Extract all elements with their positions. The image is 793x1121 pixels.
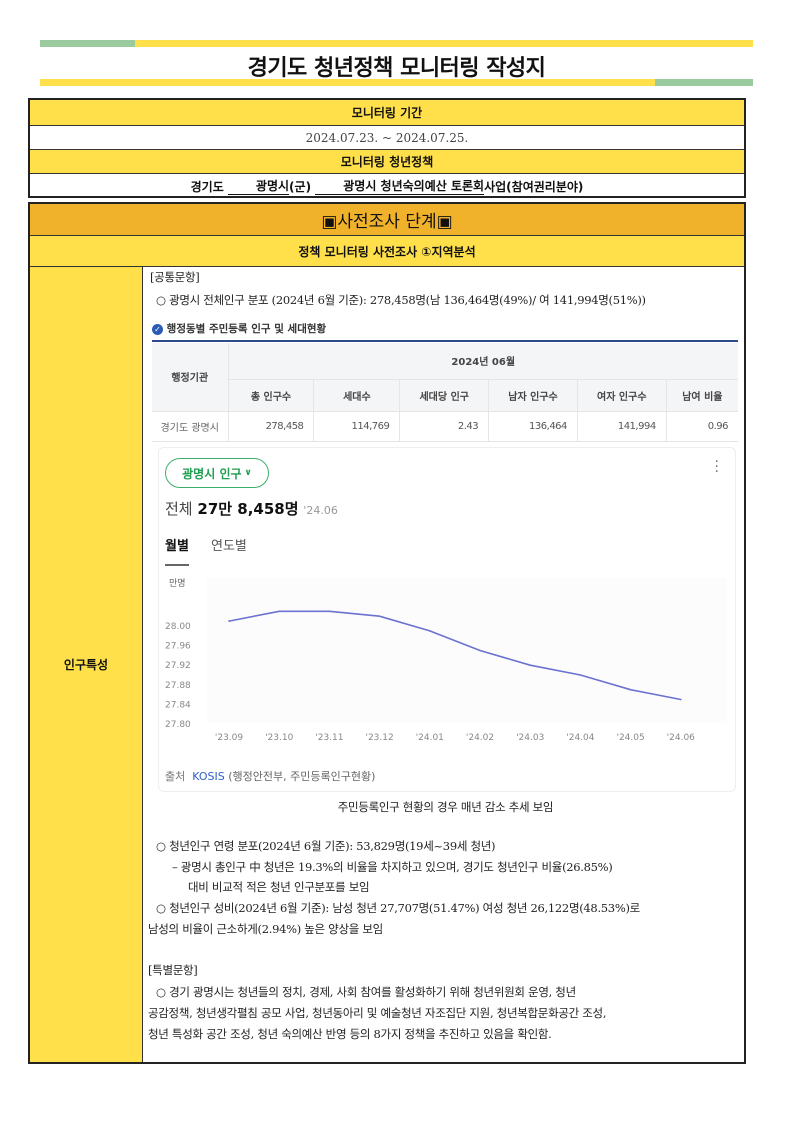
title-bar-top-yellow [135, 40, 753, 47]
y-tick-label: 27.96 [165, 642, 191, 652]
col-header: 남자 인구수 [488, 379, 578, 412]
city-suffix: (군) [289, 179, 312, 194]
col-header: 세대당 인구 [399, 379, 489, 412]
data-point [228, 620, 230, 622]
youth-line: – 광명시 총인구 中 청년은 19.3%의 비율을 차지하고 있으며, 경기도… [172, 860, 613, 874]
x-tick-label: '23.10 [265, 733, 294, 743]
population-widget: 광명시 인구 ∨ · · · 전체 27만 8,458명 '24.06 월별 연도별 … [158, 447, 736, 792]
cell: 136,464 [488, 411, 578, 442]
population-series-line [228, 610, 681, 701]
data-point [378, 615, 381, 617]
x-tick-label: '24.01 [416, 733, 444, 743]
col-header: 총 인구수 [227, 379, 314, 412]
source: 출처 KOSIS (행정안전부, 주민등록인구현황) [165, 768, 375, 784]
policy-suffix: 사업(참여권리분야) [484, 179, 584, 194]
cell: 114,769 [313, 411, 400, 442]
youth-line: 대비 비교적 적은 청년 인구분포를 보임 [188, 880, 370, 894]
y-tick-label: 28.00 [165, 622, 191, 632]
source-detail: (행정안전부, 주민등록인구현황) [228, 770, 376, 783]
x-tick-label: '24.06 [667, 733, 696, 743]
data-point [429, 630, 431, 632]
check-icon: ✓ [152, 324, 163, 335]
total-value: 27만 8,458명 [197, 500, 299, 518]
x-tick-label: '24.05 [616, 733, 644, 743]
x-tick-label: '24.02 [466, 733, 494, 743]
x-tick-label: '24.03 [516, 733, 544, 743]
period-header: 2024년 06월 [227, 343, 738, 380]
y-tick-label: 27.92 [165, 661, 191, 671]
org-header: 행정기관 [152, 343, 228, 412]
title-bar-top-green [40, 40, 135, 47]
x-tick-label: '23.12 [365, 733, 393, 743]
row-name: 경기도 광명시 [152, 411, 228, 442]
selector-label: 광명시 인구 [182, 466, 242, 481]
source-link[interactable]: KOSIS [192, 770, 225, 783]
data-point [680, 698, 682, 701]
y-unit-label: 만명 [169, 578, 186, 589]
table-row: 경기도 광명시 278,458 114,769 2.43 136,464 141… [152, 411, 738, 442]
policy-label: 모니터링 청년정책 [30, 150, 744, 174]
total-prefix: 전체 [165, 500, 193, 518]
total-date: '24.06 [303, 504, 338, 517]
province: 경기도 [190, 179, 224, 194]
special-label: [특별문항] [148, 963, 198, 977]
youth-line: 남성의 비율이 근소하게(2.94%) 높은 양상을 보임 [148, 922, 383, 936]
y-tick-label: 27.84 [165, 700, 191, 710]
title-bar-bottom-green [655, 79, 753, 86]
cell: 141,994 [576, 411, 667, 442]
total-display: 전체 27만 8,458명 '24.06 [165, 498, 338, 519]
row-label: 인구특성 [30, 267, 143, 1062]
col-header: 여자 인구수 [576, 379, 667, 412]
youth-line: ○ 청년인구 연령 분포(2024년 6월 기준): 53,829명(19세~3… [156, 839, 496, 853]
chart-caption: 주민등록인구 현황의 경우 매년 감소 추세 보임 [337, 800, 554, 814]
policy-value: 경기도 광명시 (군) 광명시 청년숙의예산 토론회 사업(참여권리분야) [30, 174, 744, 198]
stage-subtitle: 정책 모니터링 사전조사 ①지역분석 [30, 236, 744, 267]
chevron-down-icon: ∨ [244, 468, 252, 478]
content-cell: [공통문항] ○ 광명시 전체인구 분포 (2024년 6월 기준): 278,… [144, 267, 744, 1062]
stage-header: ▣사전조사 단계▣ [30, 204, 744, 236]
data-point [328, 610, 331, 613]
youth-line: ○ 청년인구 성비(2024년 6월 기준): 남성 청년 27,707명(51… [156, 901, 640, 915]
common-label: [공통문항] [150, 270, 200, 284]
source-label: 출처 [165, 770, 186, 783]
x-tick-label: '23.09 [215, 733, 244, 743]
data-point [579, 674, 582, 676]
cell: 278,458 [227, 411, 314, 442]
page-title: 경기도 청년정책 모니터링 작성지 [247, 56, 546, 81]
data-point [479, 649, 481, 652]
cell: 2.43 [399, 411, 489, 442]
x-tick-label: '24.04 [566, 733, 595, 743]
table-rule [152, 340, 738, 342]
policy-name: 광명시 청년숙의예산 토론회 [315, 177, 485, 195]
period-value: 2024.07.23. ~ 2024.07.25. [30, 126, 744, 150]
period-label: 모니터링 기간 [30, 100, 744, 126]
city: 광명시 [227, 177, 290, 195]
plot-area [207, 578, 727, 723]
y-tick-label: 27.80 [165, 720, 191, 730]
total-pop: ○ 광명시 전체인구 분포 (2024년 6월 기준): 278,458명(남 … [156, 293, 646, 307]
title-bar-bottom-yellow [40, 79, 655, 86]
data-point [629, 688, 632, 691]
x-tick-label: '23.11 [315, 733, 343, 743]
more-icon[interactable]: · · · [714, 454, 719, 480]
data-point [278, 610, 280, 613]
special-line: ○ 경기 광명시는 청년들의 정치, 경제, 사회 참여를 활성화하기 위해 청… [156, 985, 576, 999]
pop-table-title-text: 행정동별 주민등록 인구 및 세대현황 [166, 323, 327, 335]
cell: 0.96 [665, 411, 738, 442]
col-header: 남여 비율 [665, 379, 738, 412]
data-point [529, 664, 531, 666]
region-selector[interactable]: 광명시 인구 ∨ [165, 458, 269, 488]
tab-monthly[interactable]: 월별 [165, 535, 189, 566]
pop-table-title: ✓ 행정동별 주민등록 인구 및 세대현황 [152, 321, 326, 336]
col-header: 세대수 [313, 379, 400, 412]
y-tick-label: 27.88 [165, 681, 191, 691]
population-line-chart: 만명 28.00 27.96 27.92 27.88 27.84 27.80 '23.09 '2… [165, 578, 727, 743]
survey-table: ▣사전조사 단계▣ 정책 모니터링 사전조사 ①지역분석 인구특성 [공통문항]… [28, 202, 746, 1064]
tab-yearly[interactable]: 연도별 [211, 539, 247, 554]
info-table: 모니터링 기간 2024.07.23. ~ 2024.07.25. 모니터링 청… [28, 98, 746, 198]
special-line: 공감정책, 청년생각펼침 공모 사업, 청년동아리 및 예술청년 자조집단 지원… [148, 1006, 607, 1020]
population-table: 행정기관 2024년 06월 총 인구수 세대수 세대당 인구 남자 인구수 여자… [152, 343, 738, 442]
special-line: 청년 특성화 공간 조성, 청년 숙의예산 반영 등의 8가지 정책을 추진하고… [148, 1027, 552, 1041]
